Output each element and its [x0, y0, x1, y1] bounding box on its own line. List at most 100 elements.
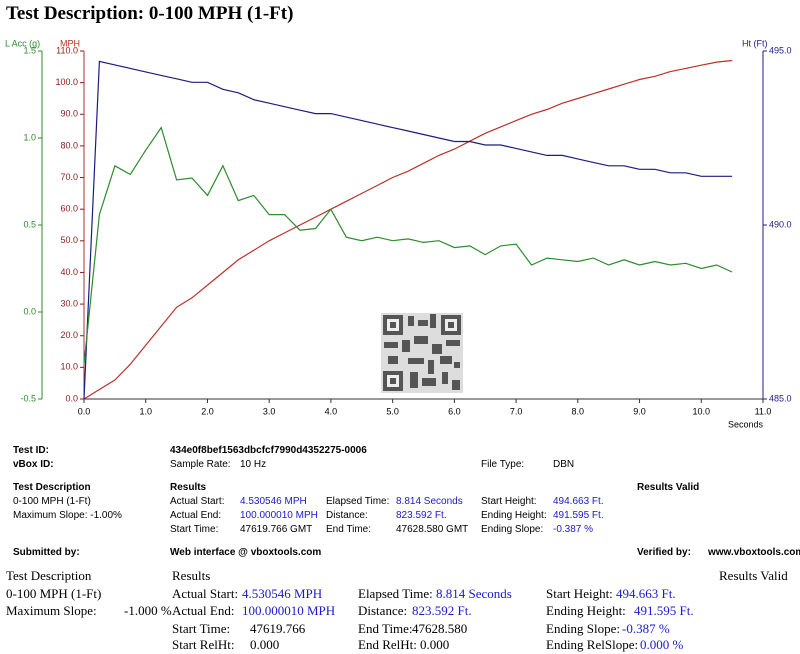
x-axis-title: Seconds: [728, 419, 764, 429]
x-tick-label: 5.0: [386, 406, 399, 416]
summary-cell: 47619.766 GMT: [240, 524, 313, 535]
report-cell: 8.814 Seconds: [436, 586, 512, 601]
x-tick-label: 3.0: [263, 406, 276, 416]
report-cell: 47628.580: [412, 621, 468, 636]
summary-cell: Web interface @ vboxtools.com: [170, 547, 322, 558]
report-cell: -0.387 %: [622, 621, 670, 636]
report-cell: 0.000 %: [640, 637, 684, 652]
summary-cell: vBox ID:: [13, 459, 54, 470]
x-tick-label: 8.0: [572, 406, 585, 416]
report-cell: Maximum Slope:: [6, 603, 97, 618]
acc-axis-title: L Acc (g): [5, 38, 40, 48]
report-cell: Results: [172, 568, 211, 583]
mph-axis-title: MPH: [60, 38, 80, 48]
x-tick-label: 6.0: [448, 406, 461, 416]
x-tick-label: 10.0: [693, 406, 711, 416]
chart: L Acc (g) MPH Ht (Ft) Seconds 0.0 10.0 20.…: [5, 38, 792, 429]
y-tick-label: 80.0: [60, 140, 78, 150]
y-tick-label: 70.0: [60, 172, 78, 182]
summary-cell: 494.663 Ft.: [553, 496, 604, 507]
report-cell: Start RelHt:: [172, 637, 235, 652]
summary-cell: File Type:: [481, 459, 525, 470]
report-cell: End Time:: [358, 621, 413, 636]
report-cell: 494.663 Ft.: [616, 586, 676, 601]
y-tick-label: 50.0: [60, 235, 78, 245]
y-tick-label: 1.5: [23, 45, 36, 55]
report-cell: Actual Start:: [172, 586, 239, 601]
series-line: [83, 59, 733, 400]
summary-cell: Actual Start:: [170, 496, 225, 507]
y-tick-label: 495.0: [769, 45, 792, 55]
report-cell: Ending Height:: [546, 603, 626, 618]
summary-cell: Test Description: [13, 482, 91, 493]
y-tick-label: 90.0: [60, 109, 78, 119]
x-tick-label: 0.0: [78, 406, 91, 416]
report-cell: Ending RelSlope:: [546, 637, 639, 652]
y-tick-label: 0.5: [23, 219, 36, 229]
summary-cell: Submitted by:: [13, 547, 80, 558]
report-cell: 0-100 MPH (1-Ft): [6, 586, 102, 601]
y-tick-label: 490.0: [769, 219, 792, 229]
y-tick-label: 1.0: [23, 132, 36, 142]
summary-cell: Start Time:: [170, 524, 219, 535]
summary-cell: Verified by:: [637, 547, 691, 558]
report-cell: Actual End:: [172, 603, 235, 618]
summary-cell: Test ID:: [13, 445, 49, 456]
report-cell: Test Description: [6, 568, 92, 583]
x-tick-label: 2.0: [201, 406, 214, 416]
y-tick-label: 0.0: [23, 306, 36, 316]
report-cell: Start Height:: [546, 586, 613, 601]
summary-cell: www.vboxtools.com: [708, 547, 800, 558]
x-tick-label: 4.0: [325, 406, 338, 416]
series-line: [83, 126, 733, 365]
report-cell: 0.000: [250, 637, 280, 652]
summary-cell: 4.530546 MPH: [240, 496, 307, 507]
report-cell: 0.000: [420, 637, 450, 652]
y-tick-label: 110.0: [56, 45, 78, 55]
qr-code: [381, 313, 463, 393]
summary-cell: Actual End:: [170, 510, 222, 521]
report-cell: -1.000 %: [124, 603, 172, 618]
report-cell: 4.530546 MPH: [242, 586, 323, 601]
report-cell: 823.592 Ft.: [412, 603, 472, 618]
summary-cell: Sample Rate:: [170, 459, 231, 470]
summary-cell: 823.592 Ft.: [396, 510, 447, 521]
report-cell: Elapsed Time:: [358, 586, 433, 601]
report-cell: Results Valid: [719, 568, 788, 583]
x-tick-label: 7.0: [510, 406, 523, 416]
y-tick-label: 485.0: [769, 393, 792, 403]
summary-cell: 8.814 Seconds: [396, 496, 463, 507]
summary-cell: Ending Slope:: [481, 524, 544, 535]
y-tick-label: 20.0: [60, 330, 78, 340]
series-line: [83, 60, 733, 400]
report-cell: 100.000010 MPH: [242, 603, 336, 618]
y-tick-label: -0.5: [20, 393, 36, 403]
summary-cell: 10 Hz: [240, 459, 267, 470]
x-tick-label: 11.0: [755, 406, 772, 416]
summary-cell: 491.595 Ft.: [553, 510, 604, 521]
x-tick-label: 9.0: [633, 406, 646, 416]
report-cell: 491.595 Ft.: [634, 603, 694, 618]
y-tick-label: 40.0: [60, 267, 78, 277]
summary-cell: 100.000010 MPH: [240, 510, 318, 521]
report-cell: Ending Slope:: [546, 621, 621, 636]
report-cell: End RelHt:: [358, 637, 417, 652]
x-tick-label: 1.0: [139, 406, 152, 416]
summary-cell: Results: [170, 482, 207, 493]
summary-cell: Maximum Slope: -1.00%: [13, 510, 122, 521]
y-tick-label: 100.0: [55, 77, 78, 87]
summary-cell: Start Height:: [481, 496, 537, 507]
height-axis-title: Ht (Ft): [742, 38, 768, 48]
summary-cell: 0-100 MPH (1-Ft): [13, 496, 91, 507]
y-tick-label: 0.0: [65, 393, 78, 403]
summary-cell: End Time:: [326, 524, 372, 535]
summary-cell: 47628.580 GMT: [396, 524, 469, 535]
report-cell: 47619.766: [250, 621, 306, 636]
summary-cell: Elapsed Time:: [326, 496, 390, 507]
y-tick-label: 10.0: [60, 362, 78, 372]
page-title: Test Description: 0-100 MPH (1-Ft): [6, 3, 294, 24]
y-tick-label: 60.0: [60, 204, 78, 214]
y-tick-label: 30.0: [60, 298, 78, 308]
